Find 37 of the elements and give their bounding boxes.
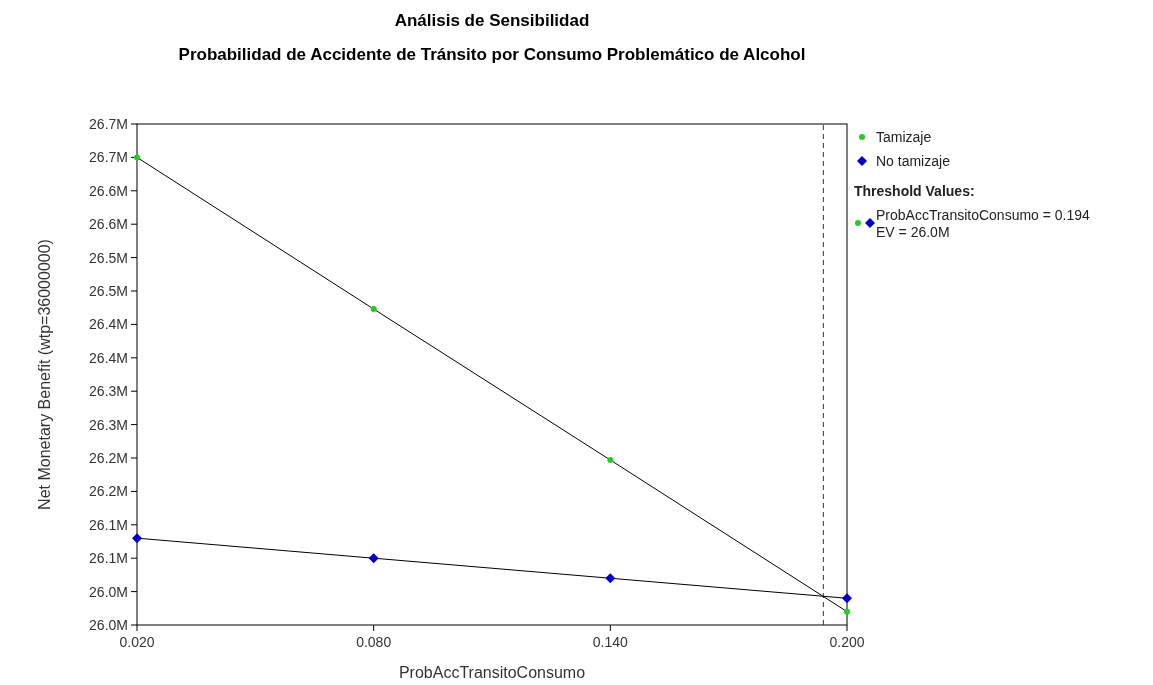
chart-title: Análisis de Sensibilidad <box>394 11 590 30</box>
x-tick-label: 0.080 <box>356 634 392 650</box>
point <box>368 553 379 564</box>
y-tick-label: 26.5M <box>89 249 128 266</box>
y-tick-label: 26.4M <box>89 316 128 333</box>
y-tick-label: 26.5M <box>89 282 128 299</box>
point <box>132 533 142 544</box>
x-tick-label: 0.200 <box>829 634 865 650</box>
y-tick-label: 26.0M <box>89 616 128 633</box>
x-axis-title: ProbAccTransitoConsumo <box>398 664 586 681</box>
y-axis-title: Net Monetary Benefit (wtp=36000000) <box>36 239 53 510</box>
y-tick-label: 26.7M <box>89 149 128 166</box>
text: ProbAccTransitoConsumo = 0.194 <box>876 206 1091 223</box>
point <box>607 457 614 463</box>
y-tick-label: 26.6M <box>89 216 128 233</box>
y-tick-label: 26.1M <box>89 550 128 567</box>
legend-label: No tamizaje <box>876 152 951 169</box>
legend-title: Threshold Values: <box>854 182 975 199</box>
point <box>134 154 140 161</box>
x-tick-label: 0.140 <box>592 634 629 650</box>
y-tick-label: 26.4M <box>89 349 128 366</box>
y-tick-label: 26.3M <box>89 383 128 400</box>
x-tick-label: 0.020 <box>119 634 155 650</box>
chart-subtitle: Probabilidad de Accidente de Tránsito por Consumo Problemático de Alcohol <box>178 45 806 64</box>
point <box>605 573 616 584</box>
y-tick-label: 26.0M <box>89 583 128 600</box>
y-tick-label: 26.6M <box>89 182 128 199</box>
y-tick-label: 26.3M <box>89 416 128 433</box>
text: EV = 26.0M <box>876 223 950 240</box>
point <box>370 306 377 313</box>
y-tick-label: 26.2M <box>89 449 128 466</box>
y-tick-label: 26.7M <box>89 115 128 132</box>
point <box>842 593 852 604</box>
point <box>844 608 850 615</box>
y-tick-label: 26.2M <box>89 483 128 500</box>
legend-label: Tamizaje <box>876 128 932 145</box>
y-tick-label: 26.1M <box>89 516 128 533</box>
